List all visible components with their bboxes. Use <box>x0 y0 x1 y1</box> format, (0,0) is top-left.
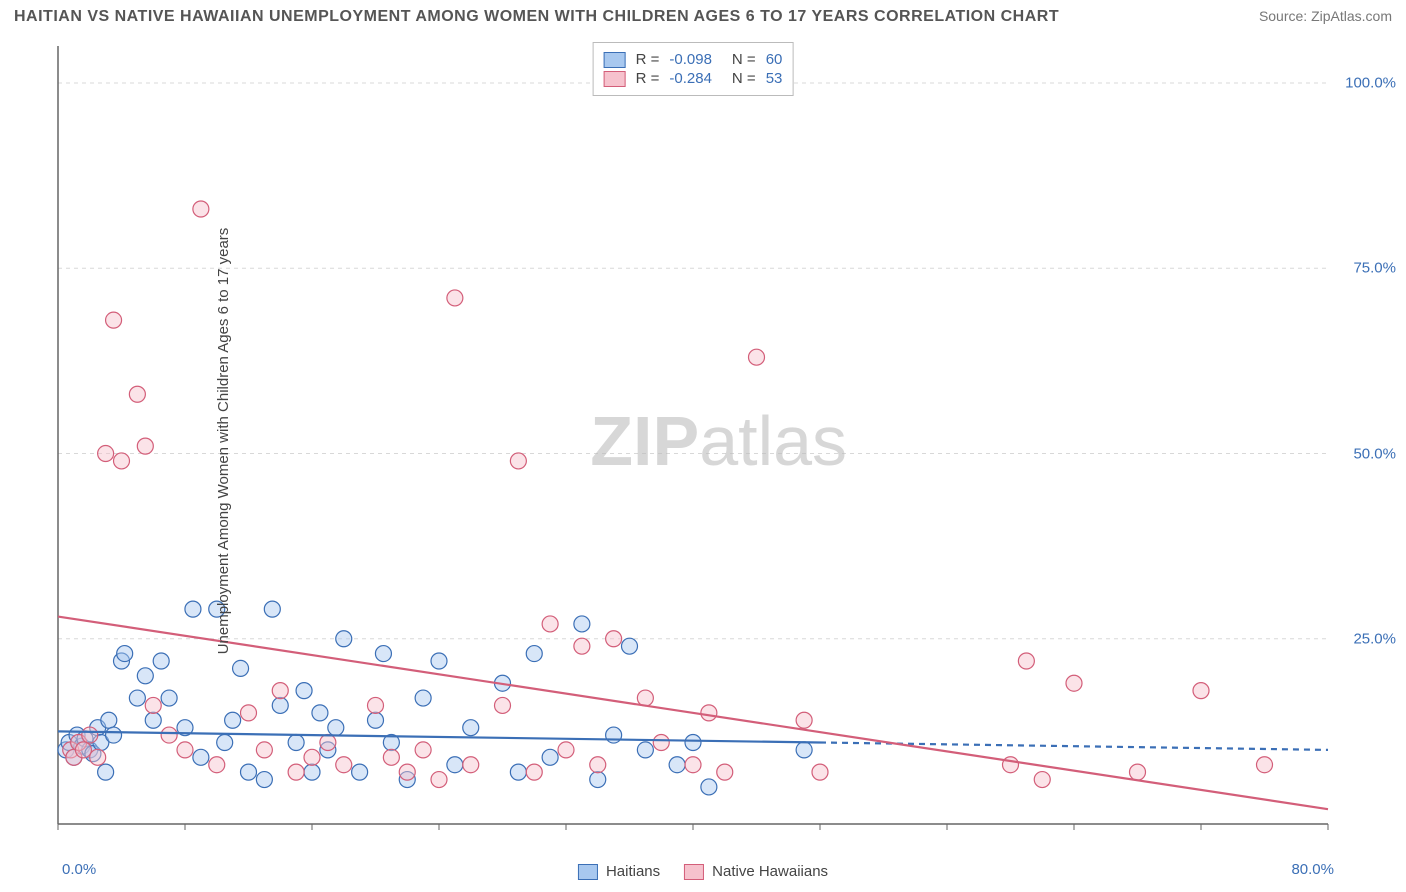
source-value: ZipAtlas.com <box>1311 8 1392 24</box>
chart-area: Unemployment Among Women with Children A… <box>50 40 1336 842</box>
scatter-plot-svg <box>50 40 1336 842</box>
legend-swatch <box>604 52 626 68</box>
legend-r-label: R = <box>636 51 660 68</box>
legend-n-label: N = <box>732 70 756 87</box>
legend-series-label: Haitians <box>606 863 660 880</box>
x-axis-max-label: 80.0% <box>1291 861 1334 878</box>
legend-r-label: R = <box>636 70 660 87</box>
legend-correlation-row: R = -0.098 N = 60 <box>604 51 783 68</box>
legend-n-value: 53 <box>766 70 783 87</box>
y-tick-label: 50.0% <box>1353 445 1396 462</box>
legend-series-label: Native Hawaiians <box>712 863 828 880</box>
y-tick-label: 25.0% <box>1353 630 1396 647</box>
legend-swatch <box>578 864 598 880</box>
legend-swatch <box>604 71 626 87</box>
x-axis-min-label: 0.0% <box>62 861 96 878</box>
source-label: Source: <box>1259 8 1307 24</box>
y-tick-label: 100.0% <box>1345 75 1396 92</box>
y-axis-label: Unemployment Among Women with Children A… <box>215 228 232 655</box>
legend-correlation-row: R = -0.284 N = 53 <box>604 70 783 87</box>
chart-title: HAITIAN VS NATIVE HAWAIIAN UNEMPLOYMENT … <box>14 8 1059 26</box>
header-bar: HAITIAN VS NATIVE HAWAIIAN UNEMPLOYMENT … <box>14 8 1392 26</box>
legend-series-item: Native Hawaiians <box>684 863 828 880</box>
y-tick-label: 75.0% <box>1353 260 1396 277</box>
legend-n-label: N = <box>732 51 756 68</box>
correlation-legend: R = -0.098 N = 60 R = -0.284 N = 53 <box>593 42 794 96</box>
series-legend: Haitians Native Hawaiians <box>578 863 828 880</box>
source-attribution: Source: ZipAtlas.com <box>1259 8 1392 24</box>
legend-n-value: 60 <box>766 51 783 68</box>
legend-r-value: -0.284 <box>669 70 712 87</box>
legend-r-value: -0.098 <box>669 51 712 68</box>
legend-series-item: Haitians <box>578 863 660 880</box>
legend-swatch <box>684 864 704 880</box>
